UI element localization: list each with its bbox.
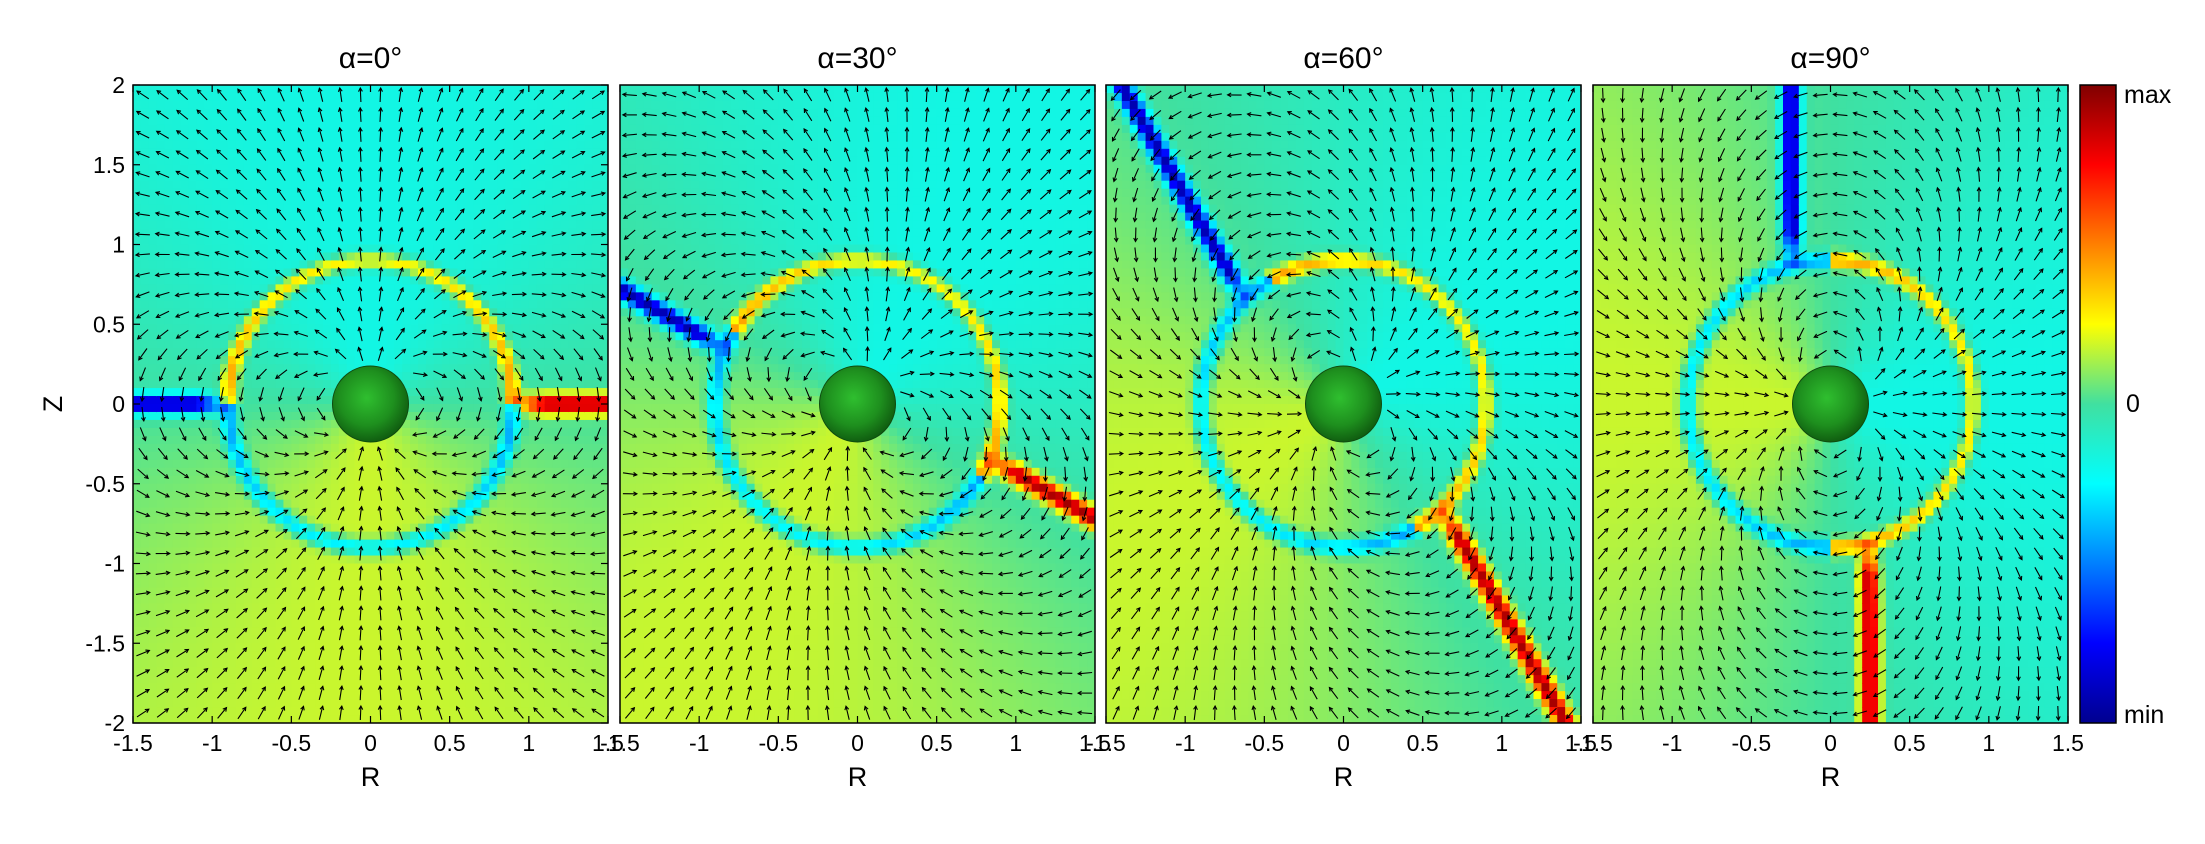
central-body-2 — [1305, 365, 1382, 443]
x-tick-label: 0 — [1337, 730, 1350, 756]
panel-title-0: α=0° — [339, 42, 403, 75]
x-tick-label: -1.5 — [113, 730, 153, 756]
x-tick-label: 0.5 — [434, 730, 466, 756]
panel-3: α=90° -1.5 -1 -0.5 0 0.5 1 1.5 R — [1573, 42, 2084, 792]
x-tick-label: 0.5 — [1407, 730, 1439, 756]
x-axis-label-0: R — [361, 762, 381, 792]
panel-title-1: α=30° — [817, 42, 897, 75]
y-tick-label: 0.5 — [93, 311, 125, 337]
y-axis-label: Z — [38, 396, 68, 413]
x-tick-label: 1 — [1009, 730, 1022, 756]
x-tick-label: 0.5 — [921, 730, 953, 756]
x-tick-label: 0.5 — [1894, 730, 1926, 756]
central-body-0 — [332, 365, 409, 443]
x-tick-label: 1 — [1982, 730, 1995, 756]
y-tick-label: 0 — [112, 391, 125, 417]
x-tick-label: 1.5 — [1565, 730, 1597, 756]
y-tick-label: -0.5 — [85, 471, 125, 497]
y-tick-label: 1.5 — [93, 152, 125, 178]
y-tick-label: -2 — [105, 710, 125, 736]
y-tick-label: -1 — [105, 551, 125, 577]
y-tick-label: -1.5 — [85, 630, 125, 656]
x-tick-label: -1 — [1662, 730, 1682, 756]
x-tick-label: 0 — [1824, 730, 1837, 756]
panel-0: α=0° -1.5 -1 -0.5 0 0.5 1 1.5 R 2 1.5 1 0.5 0 -0.5 -1 -1… — [38, 42, 624, 792]
central-body-3 — [1792, 365, 1869, 443]
panel-1: α=30° -1.5 -1 -0.5 0 0.5 1 1.5 R — [600, 42, 1111, 792]
x-tick-label: 0 — [851, 730, 864, 756]
x-tick-label: 1.5 — [592, 730, 624, 756]
x-tick-label: 1.5 — [2052, 730, 2084, 756]
heatmap-2 — [1106, 85, 1581, 723]
x-tick-label: 1 — [1495, 730, 1508, 756]
heatmap-3 — [1593, 85, 2068, 723]
colorbar-min-label: min — [2124, 701, 2164, 729]
x-tick-label: -0.5 — [759, 730, 799, 756]
x-axis-label-2: R — [1334, 762, 1354, 792]
x-tick-label: -1.5 — [600, 730, 640, 756]
central-body-1 — [819, 365, 896, 443]
vector-arrows-0 — [134, 86, 607, 721]
x-tick-label: -0.5 — [1245, 730, 1285, 756]
vector-arrows-2 — [1108, 86, 1580, 721]
y-tick-label: 1 — [112, 232, 125, 258]
x-axis-label-1: R — [848, 762, 868, 792]
panel-title-3: α=90° — [1790, 42, 1870, 75]
x-tick-label: -1.5 — [1086, 730, 1126, 756]
colorbar-max-label: max — [2124, 81, 2172, 109]
panel-2: α=60° -1.5 -1 -0.5 0 0.5 1 1.5 R — [1086, 42, 1597, 792]
x-axis-label-3: R — [1821, 762, 1841, 792]
x-tick-label: 1 — [522, 730, 535, 756]
x-tick-label: -0.5 — [1732, 730, 1772, 756]
colorbar-gradient — [2079, 84, 2117, 724]
y-tick-label: 2 — [112, 72, 125, 98]
panel-title-2: α=60° — [1303, 42, 1383, 75]
panels-layer: α=0° -1.5 -1 -0.5 0 0.5 1 1.5 R 2 1.5 1 0.5 0 -0.5 -1 -1… — [38, 42, 2084, 792]
x-tick-label: -1 — [689, 730, 709, 756]
x-tick-label: 0 — [364, 730, 377, 756]
vector-arrows-1 — [621, 86, 1094, 721]
x-tick-label: -1 — [202, 730, 222, 756]
x-tick-label: -1 — [1175, 730, 1195, 756]
x-tick-label: 1.5 — [1079, 730, 1111, 756]
colorbar-mid-label: 0 — [2126, 390, 2140, 418]
x-tick-label: -0.5 — [272, 730, 312, 756]
colorbar: max 0 min — [2079, 81, 2172, 729]
vector-arrows-3 — [1595, 86, 2067, 722]
x-tick-label: -1.5 — [1573, 730, 1613, 756]
